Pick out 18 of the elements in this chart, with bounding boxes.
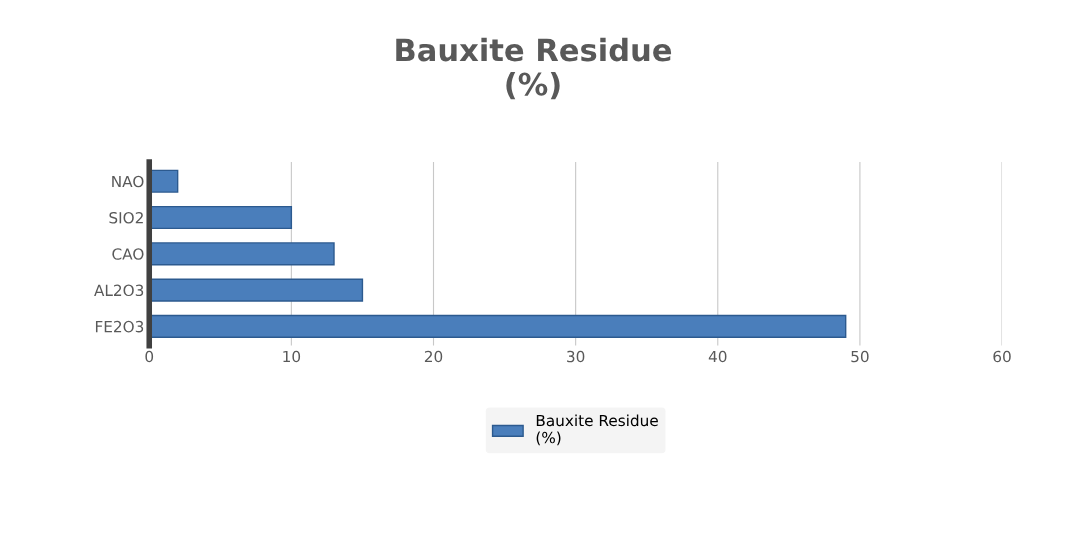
- bar: [149, 242, 335, 266]
- legend-label: Bauxite Residue (%): [536, 414, 658, 446]
- bar: [149, 278, 364, 302]
- chart-title: Bauxite Residue (%): [396, 37, 672, 100]
- x-tick-label: 40: [708, 350, 727, 363]
- y-tick-label: AL2O3: [94, 284, 144, 297]
- x-tick-label: 60: [993, 350, 1011, 363]
- bar: [149, 314, 847, 338]
- y-tick-label: NAO: [112, 175, 144, 188]
- bar: [149, 205, 293, 230]
- y-tick-label: FE2O3: [95, 320, 144, 333]
- x-tick-label: 0: [145, 350, 154, 363]
- x-tick-label: 10: [283, 350, 301, 363]
- x-tick-label: 50: [851, 350, 869, 363]
- x-tick-label: 20: [424, 350, 443, 363]
- y-tick-label: CAO: [112, 248, 144, 260]
- y-tick-label: SIO2: [109, 211, 143, 224]
- x-tick-label: 30: [567, 350, 585, 363]
